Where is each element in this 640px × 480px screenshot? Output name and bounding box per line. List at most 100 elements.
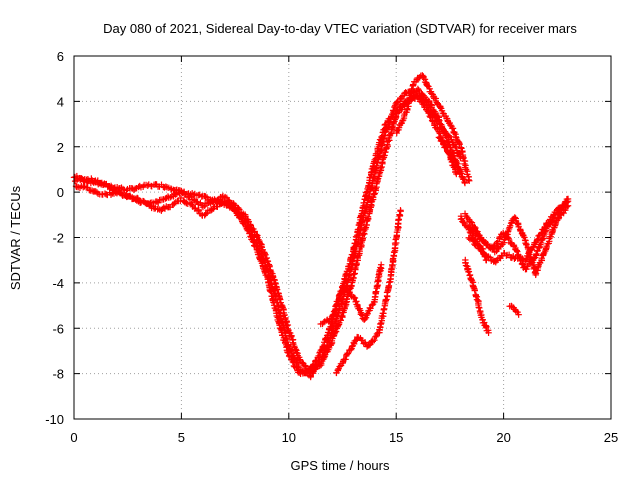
y-tick-label: 6 <box>57 49 64 64</box>
data-point-track-3 <box>230 200 238 208</box>
data-point-track-7 <box>442 144 450 152</box>
data-point-track-6 <box>437 104 444 111</box>
data-point-track-1 <box>393 99 400 106</box>
data-point-track-8 <box>485 329 492 336</box>
data-point-track-2 <box>249 238 257 245</box>
x-tick-label: 10 <box>282 430 296 445</box>
data-point-track-2 <box>381 121 388 129</box>
data-point-track-10 <box>516 254 523 262</box>
data-point-track-3 <box>175 189 182 196</box>
data-point-track-2 <box>285 349 292 357</box>
data-point-track-3 <box>271 279 279 287</box>
data-point-track-3 <box>383 144 390 151</box>
data-point-track-3 <box>390 119 397 126</box>
data-point-track-3 <box>377 164 384 172</box>
data-point-track-3 <box>431 113 438 120</box>
data-point-track-5 <box>381 305 388 313</box>
data-point-track-3 <box>272 283 280 290</box>
data-point-track-11 <box>500 239 508 246</box>
data-point-track-6 <box>406 95 413 103</box>
data-point-track-7 <box>438 137 445 144</box>
data-point-track-5 <box>395 216 403 223</box>
data-point-track-4 <box>358 310 365 318</box>
data-point-track-4 <box>361 315 369 323</box>
data-marks <box>70 72 572 381</box>
data-point-track-5 <box>343 351 350 358</box>
data-point-track-3 <box>209 199 217 206</box>
data-point-track-3 <box>251 228 258 235</box>
data-point-track-6 <box>420 74 427 82</box>
y-tick-label: 0 <box>57 185 64 200</box>
x-tick-label: 15 <box>389 430 403 445</box>
data-point-track-3 <box>273 286 281 293</box>
data-point-track-2 <box>380 126 388 133</box>
data-point-track-3 <box>301 362 308 369</box>
data-point-track-3 <box>306 369 314 376</box>
data-point-track-8 <box>476 304 483 312</box>
data-point-track-5 <box>392 236 399 243</box>
data-point-track-3 <box>342 302 349 310</box>
data-point-track-1 <box>136 182 143 190</box>
y-axis-label: SDTVAR / TECUs <box>8 185 23 290</box>
y-tick-label: -4 <box>52 276 64 291</box>
data-point-track-3 <box>293 349 300 356</box>
data-point-track-5 <box>350 340 358 348</box>
data-point-track-6 <box>428 90 435 97</box>
data-point-track-3 <box>388 124 396 131</box>
data-point-track-3 <box>429 110 437 117</box>
data-point-track-3 <box>372 185 379 192</box>
data-point-track-8 <box>466 271 474 279</box>
data-point-track-2 <box>240 220 247 227</box>
data-point-track-2 <box>319 343 327 350</box>
data-point-track-3 <box>332 328 340 335</box>
data-point-track-3 <box>236 206 243 213</box>
data-point-track-2 <box>246 230 253 237</box>
data-point-track-6 <box>450 129 458 137</box>
data-point-track-3 <box>298 359 306 366</box>
data-point-track-9 <box>507 239 514 246</box>
chart-title: Day 080 of 2021, Sidereal Day-to-day VTE… <box>103 21 577 36</box>
data-point-track-5 <box>379 310 387 317</box>
data-point-track-3 <box>292 346 299 353</box>
data-point-track-3 <box>370 191 378 198</box>
data-point-track-4 <box>372 288 380 295</box>
data-point-track-4 <box>377 264 384 271</box>
data-point-track-2 <box>277 325 285 333</box>
x-tick-label: 20 <box>496 430 510 445</box>
data-point-track-4 <box>351 294 359 302</box>
data-point-track-11 <box>494 244 501 252</box>
data-point-track-3 <box>401 101 408 109</box>
data-point-track-5 <box>382 296 389 304</box>
data-point-track-11 <box>564 202 572 209</box>
y-tick-label: -2 <box>52 231 64 246</box>
data-point-track-5 <box>397 207 404 214</box>
y-tick-label: -6 <box>52 321 64 336</box>
data-point-track-2 <box>350 244 357 251</box>
data-point-track-5 <box>365 342 373 349</box>
data-point-track-10 <box>550 212 557 219</box>
data-point-track-3 <box>283 322 290 330</box>
data-point-track-9 <box>514 248 521 255</box>
data-point-track-3 <box>245 218 252 225</box>
data-point-track-2 <box>107 191 115 198</box>
data-point-track-5 <box>334 366 342 374</box>
data-point-track-3 <box>412 90 420 98</box>
data-point-track-6 <box>461 160 468 168</box>
data-point-track-5 <box>396 211 403 218</box>
x-tick-label: 5 <box>178 430 185 445</box>
data-point-track-8 <box>462 262 470 269</box>
data-point-track-11 <box>504 228 511 236</box>
data-point-track-11 <box>563 203 571 210</box>
data-point-track-5 <box>390 248 398 256</box>
y-tick-label: 2 <box>57 140 64 155</box>
data-point-track-3 <box>261 250 269 257</box>
data-point-track-8 <box>465 268 473 275</box>
data-point-track-1 <box>162 183 170 190</box>
data-point-track-3 <box>364 213 372 220</box>
data-point-track-3 <box>376 170 383 178</box>
data-point-track-13 <box>463 223 471 230</box>
data-point-track-6 <box>456 141 463 148</box>
y-tick-label: -10 <box>45 412 64 427</box>
